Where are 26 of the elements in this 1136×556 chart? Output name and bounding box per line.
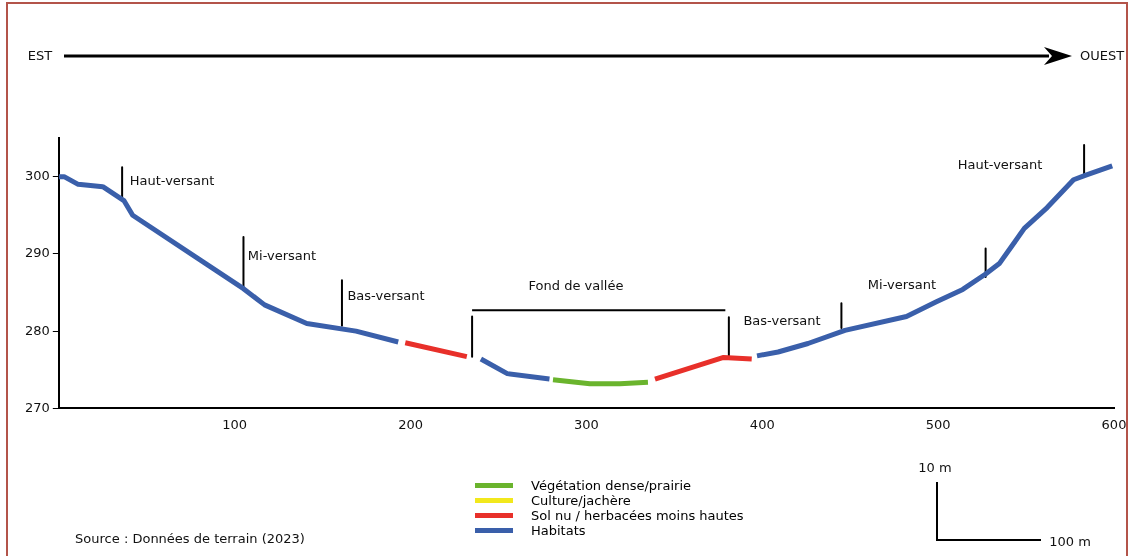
annotation: Fond de vallée xyxy=(528,277,624,293)
x-tick-label: 300 xyxy=(573,416,599,432)
legend-label: Sol nu / herbacées moins hautes xyxy=(531,508,744,523)
source-note: Source : Données de terrain (2023) xyxy=(75,530,305,546)
x-tick-label: 600 xyxy=(1101,416,1127,432)
y-tick-label: 290 xyxy=(24,245,50,261)
text: EST xyxy=(27,47,53,63)
legend-label: Culture/jachère xyxy=(531,493,631,508)
annotation: Mi-versant xyxy=(247,247,317,263)
annotation: Bas-versant xyxy=(347,287,425,303)
y-tick-label: 280 xyxy=(24,322,50,338)
text: 10 m xyxy=(918,459,952,475)
annotation: Bas-versant xyxy=(743,312,821,328)
annotation: Mi-versant xyxy=(867,276,937,292)
x-tick-label: 100 xyxy=(222,416,248,432)
x-tick-label: 200 xyxy=(398,416,423,432)
annotation: Haut-versant xyxy=(129,172,215,188)
legend-label: Végétation dense/prairie xyxy=(531,478,691,493)
annotation: Haut-versant xyxy=(957,156,1043,172)
y-tick-label: 270 xyxy=(24,399,50,415)
x-tick-label: 500 xyxy=(925,416,951,432)
y-tick-label: 300 xyxy=(24,168,50,183)
legend-label: Habitats xyxy=(531,523,586,538)
x-tick-label: 400 xyxy=(749,416,775,432)
text: OUEST xyxy=(1079,47,1125,63)
text: 100 m xyxy=(1049,533,1091,549)
